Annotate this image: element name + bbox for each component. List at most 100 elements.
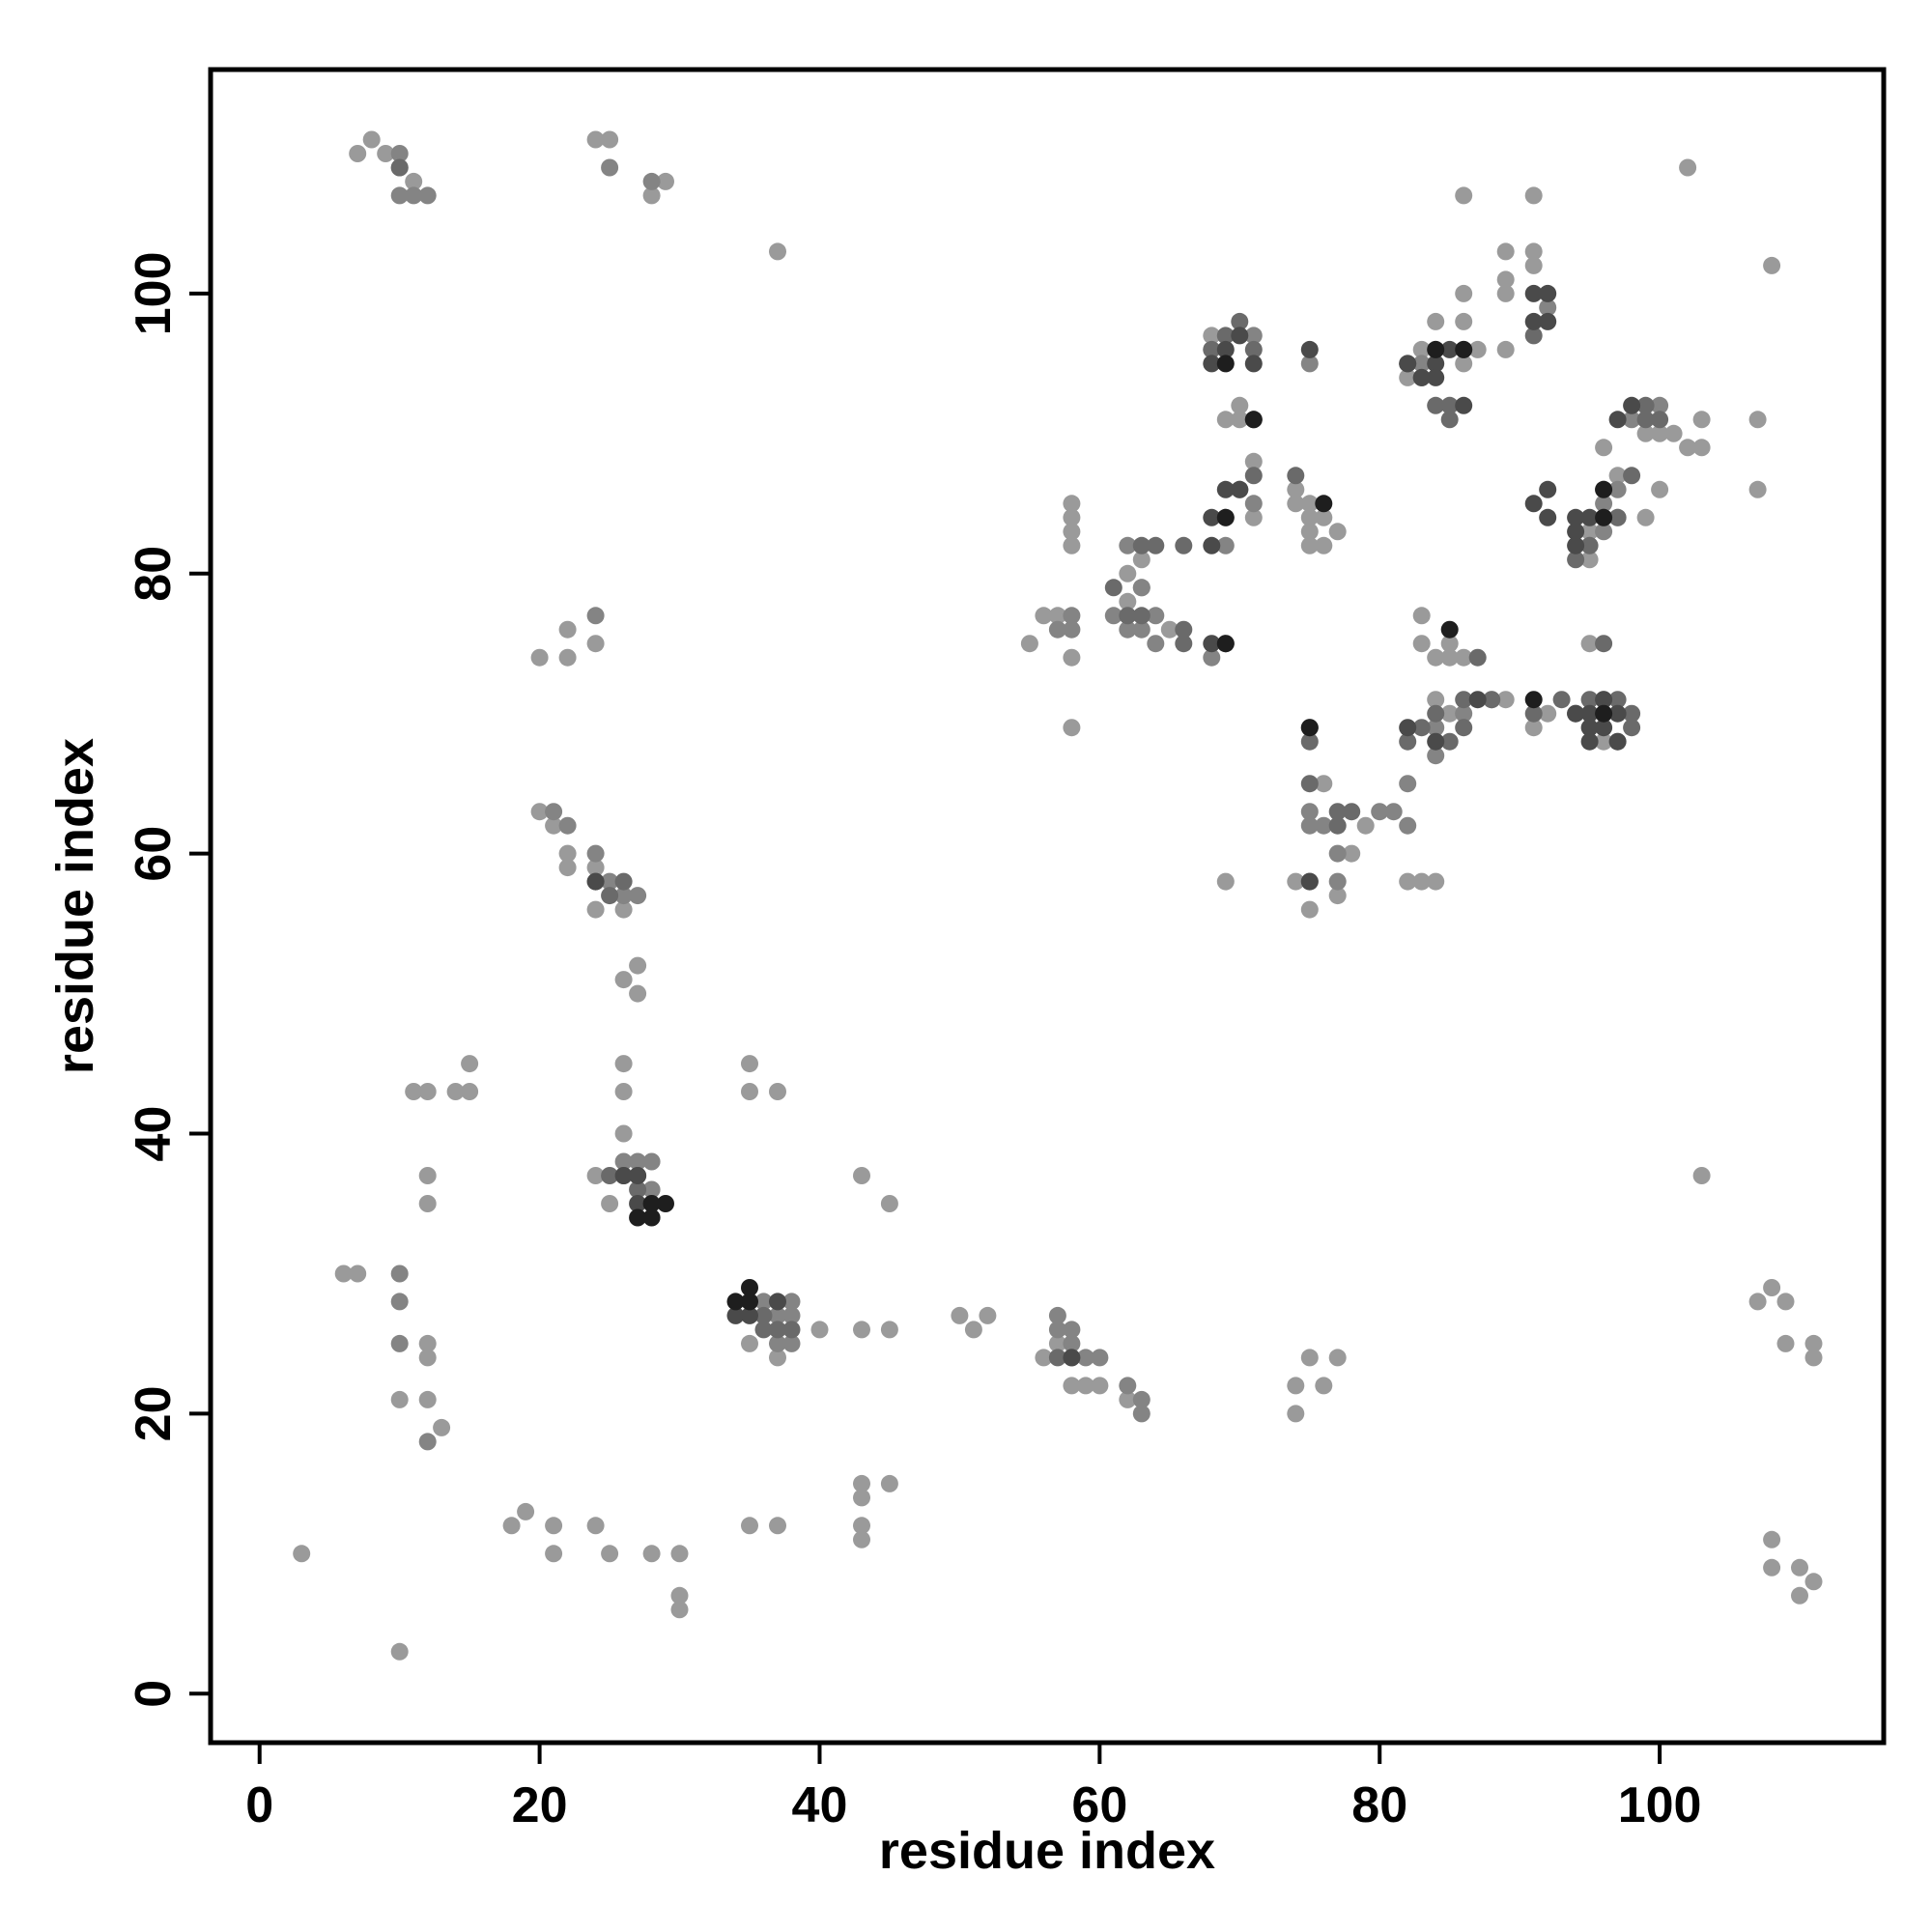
contact-point — [1496, 270, 1515, 289]
contact-point — [1748, 480, 1767, 498]
contact-point — [1524, 256, 1543, 274]
contact-point — [1623, 467, 1641, 485]
contact-point — [1343, 803, 1361, 821]
contact-point — [1287, 480, 1305, 498]
contact-point — [418, 1349, 437, 1367]
contact-point — [769, 1517, 786, 1535]
contact-point — [1384, 803, 1403, 821]
x-tick-label: 100 — [1618, 1777, 1702, 1833]
contact-point — [349, 1264, 367, 1283]
contact-point — [1063, 536, 1081, 554]
contact-point — [418, 1195, 437, 1212]
contact-point — [1636, 508, 1655, 526]
contact-point — [1132, 579, 1151, 597]
contact-point — [1203, 635, 1221, 653]
contact-point — [1608, 467, 1627, 485]
contact-point — [1440, 396, 1459, 414]
contact-point — [586, 844, 605, 863]
plot-frame — [208, 67, 1887, 1746]
contact-point — [1119, 592, 1137, 611]
contact-point — [1203, 508, 1221, 526]
contact-point — [1580, 508, 1599, 526]
contact-point — [1399, 368, 1417, 386]
contact-point — [1567, 704, 1585, 723]
contact-point — [1371, 803, 1389, 821]
contact-point — [1455, 312, 1473, 330]
contact-point — [1315, 508, 1333, 526]
contact-point — [502, 1517, 521, 1535]
contact-point — [1524, 495, 1543, 513]
contact-point — [1427, 732, 1445, 751]
contact-point — [614, 1055, 633, 1073]
contact-point — [754, 1293, 773, 1311]
contact-point — [1132, 1390, 1151, 1408]
contact-point — [1119, 536, 1137, 554]
x-tick-label: 20 — [512, 1777, 568, 1833]
contact-point — [614, 887, 633, 905]
y-axis: 0 20 40 60 80 100 — [126, 252, 211, 1708]
contact-point — [1539, 312, 1557, 330]
contact-point — [1679, 158, 1697, 177]
contact-point — [390, 145, 409, 162]
contact-point — [1567, 551, 1585, 569]
contact-point — [1455, 648, 1473, 667]
contact-point — [1455, 186, 1473, 205]
contact-point — [1440, 635, 1459, 653]
contact-point — [1608, 508, 1627, 526]
contact-point — [390, 158, 409, 177]
contact-point — [614, 1152, 633, 1171]
contact-point — [1020, 635, 1038, 653]
contact-point — [1035, 607, 1053, 625]
contact-point — [1231, 396, 1249, 414]
contact-point — [1132, 620, 1151, 639]
contact-point — [642, 172, 661, 190]
contact-point — [1244, 355, 1263, 373]
contact-point — [1175, 620, 1193, 639]
contact-point — [418, 1334, 437, 1352]
contact-point — [586, 1167, 605, 1184]
contact-point — [1231, 312, 1249, 330]
contact-point — [1119, 564, 1137, 582]
contact-point — [614, 1167, 633, 1184]
contact-point — [418, 1433, 437, 1451]
contact-point — [657, 172, 674, 190]
contact-point — [1427, 312, 1445, 330]
contact-point — [769, 1334, 786, 1352]
contact-point — [614, 1083, 633, 1100]
contact-point — [1216, 536, 1235, 554]
contact-point — [1468, 691, 1487, 709]
contact-point — [1175, 635, 1193, 653]
contact-point — [1524, 719, 1543, 737]
y-tick-label: 100 — [126, 252, 182, 336]
contact-point — [1776, 1293, 1795, 1311]
contact-point — [1063, 495, 1081, 513]
contact-point — [1636, 424, 1655, 442]
contact-point — [642, 1545, 661, 1563]
contact-point — [1580, 536, 1599, 554]
contact-point — [1763, 1530, 1781, 1548]
contact-point — [1455, 691, 1473, 709]
contact-point — [1063, 523, 1081, 541]
contact-point — [418, 1167, 437, 1184]
contact-point — [1048, 607, 1066, 625]
contact-point — [1048, 1349, 1066, 1367]
contact-point — [1595, 635, 1613, 653]
contact-point — [1539, 284, 1557, 302]
contact-point — [1539, 298, 1557, 317]
contact-point — [1468, 648, 1487, 667]
contact-point — [880, 1474, 898, 1492]
contact-point — [741, 1517, 758, 1535]
contact-point — [377, 145, 395, 162]
contact-point — [1595, 732, 1613, 751]
contact-point — [1595, 480, 1613, 498]
contact-point — [754, 1321, 773, 1339]
contact-point — [390, 1390, 409, 1408]
contact-point — [1132, 551, 1151, 569]
contact-point — [1539, 480, 1557, 498]
y-tick-label: 20 — [126, 1385, 182, 1441]
x-tick-label: 60 — [1071, 1777, 1127, 1833]
contact-point — [1468, 340, 1487, 358]
contact-point — [1539, 704, 1557, 723]
contact-point — [1412, 368, 1431, 386]
